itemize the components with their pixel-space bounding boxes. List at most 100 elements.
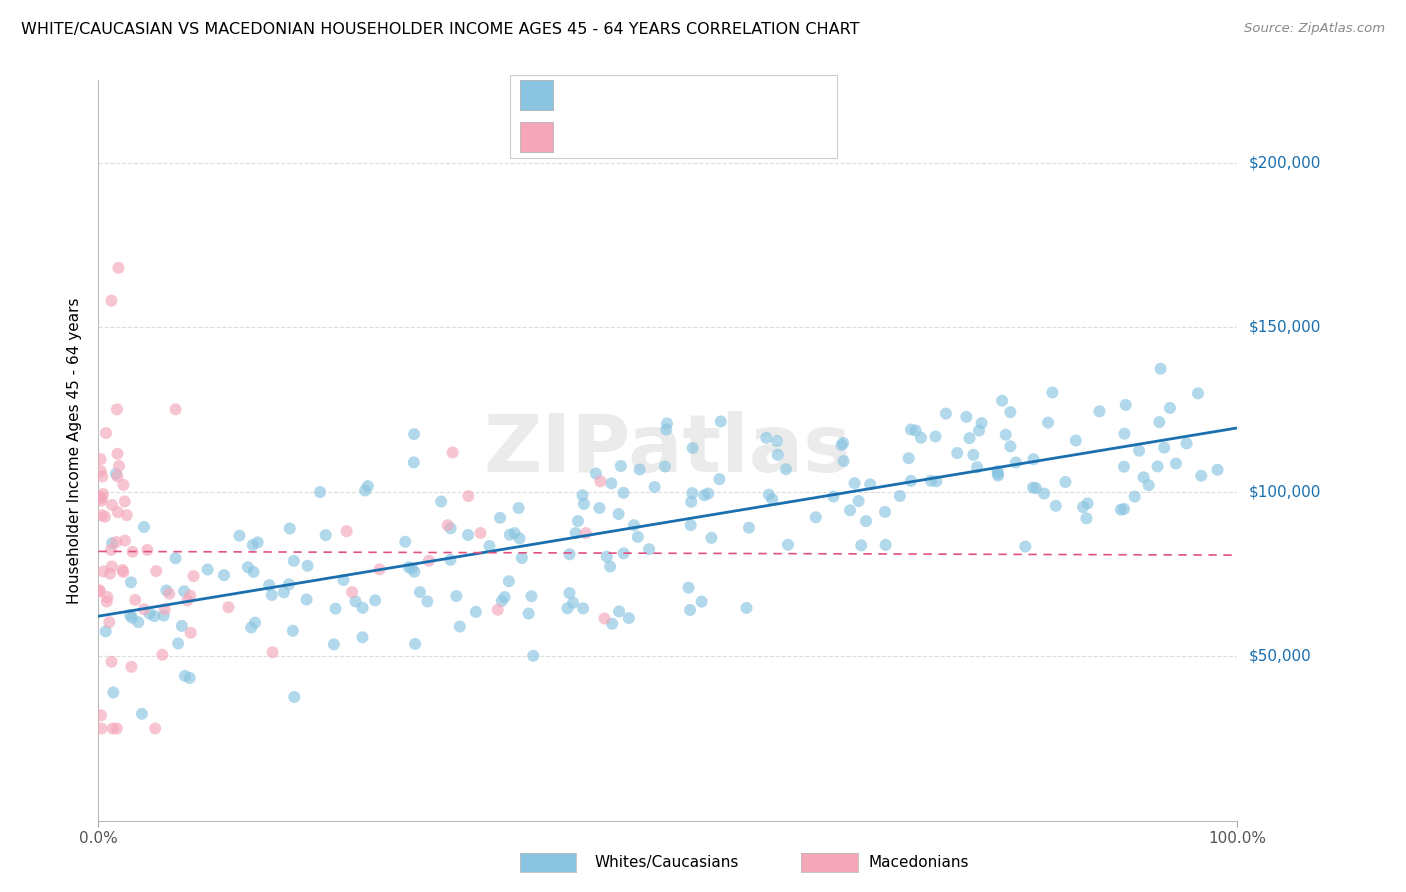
Point: [105, 402, 128, 417]
Point: [90, 708, 112, 723]
Point: [612, 486, 634, 500]
FancyBboxPatch shape: [509, 75, 837, 158]
Point: [848, 494, 870, 508]
Point: [105, 535, 128, 549]
Point: [170, 619, 193, 633]
Point: [180, 625, 202, 640]
Point: [136, 542, 159, 557]
Point: [165, 402, 187, 417]
Point: [1115, 398, 1137, 412]
Point: [90, 493, 112, 508]
Point: [486, 603, 509, 617]
Point: [1175, 436, 1198, 450]
Point: [457, 489, 479, 503]
Point: [212, 568, 235, 582]
Point: [368, 562, 391, 576]
Point: [107, 260, 129, 275]
Point: [1149, 361, 1171, 376]
Point: [176, 593, 198, 607]
Point: [935, 407, 957, 421]
Point: [889, 489, 911, 503]
Point: [1137, 478, 1160, 492]
Point: [986, 464, 1008, 478]
Text: $100,000: $100,000: [1249, 484, 1320, 500]
Point: [562, 596, 585, 610]
Point: [91, 469, 114, 483]
Point: [654, 459, 676, 474]
Point: [1088, 404, 1111, 418]
Point: [152, 608, 174, 623]
Point: [503, 526, 526, 541]
Point: [96, 590, 118, 604]
Point: [441, 445, 464, 459]
Point: [404, 637, 426, 651]
Point: [108, 458, 131, 473]
Point: [510, 551, 533, 566]
Point: [478, 539, 501, 553]
Point: [1146, 459, 1168, 474]
Point: [357, 479, 380, 493]
Point: [120, 660, 142, 674]
Point: [295, 592, 318, 607]
Point: [1123, 490, 1146, 504]
Point: [91, 508, 114, 523]
Point: [571, 488, 593, 502]
Point: [839, 503, 862, 517]
Point: [325, 601, 347, 615]
Point: [991, 393, 1014, 408]
Point: [153, 602, 176, 616]
Point: [457, 528, 479, 542]
Point: [509, 532, 531, 546]
Point: [111, 563, 134, 577]
Point: [1071, 500, 1094, 514]
Point: [398, 560, 420, 574]
Point: [439, 553, 461, 567]
Point: [1149, 415, 1171, 429]
Point: [354, 483, 377, 498]
Point: [831, 438, 853, 452]
Point: [966, 460, 988, 475]
Point: [1025, 481, 1047, 495]
Point: [167, 636, 190, 650]
Point: [436, 518, 458, 533]
Point: [464, 605, 486, 619]
Point: [709, 472, 731, 486]
Point: [613, 546, 636, 560]
Point: [100, 542, 122, 557]
Text: R = 0.746   N = 200: R = 0.746 N = 200: [571, 88, 747, 103]
Point: [132, 602, 155, 616]
Point: [242, 565, 264, 579]
Point: [987, 467, 1010, 481]
Point: [96, 594, 118, 608]
Point: [93, 565, 115, 579]
Point: [710, 414, 733, 428]
Point: [446, 589, 468, 603]
Point: [173, 584, 195, 599]
Point: [1014, 540, 1036, 554]
Point: [638, 542, 661, 557]
Point: [322, 637, 344, 651]
Point: [693, 488, 716, 502]
Point: [735, 601, 758, 615]
Point: [364, 593, 387, 607]
Point: [103, 685, 125, 699]
Point: [352, 630, 374, 644]
Point: [987, 468, 1010, 483]
Point: [131, 706, 153, 721]
Point: [946, 446, 969, 460]
Point: [143, 609, 166, 624]
Point: [98, 615, 121, 630]
Point: [644, 480, 666, 494]
Point: [394, 534, 416, 549]
Point: [1077, 496, 1099, 510]
Point: [628, 462, 651, 476]
Point: [402, 455, 425, 469]
Point: [589, 475, 612, 489]
Point: [557, 601, 579, 615]
Y-axis label: Householder Income Ages 45 - 64 years: Householder Income Ages 45 - 64 years: [67, 297, 83, 604]
Point: [174, 669, 197, 683]
Point: [572, 497, 595, 511]
Point: [593, 611, 616, 625]
Point: [416, 594, 439, 608]
Point: [832, 436, 855, 450]
